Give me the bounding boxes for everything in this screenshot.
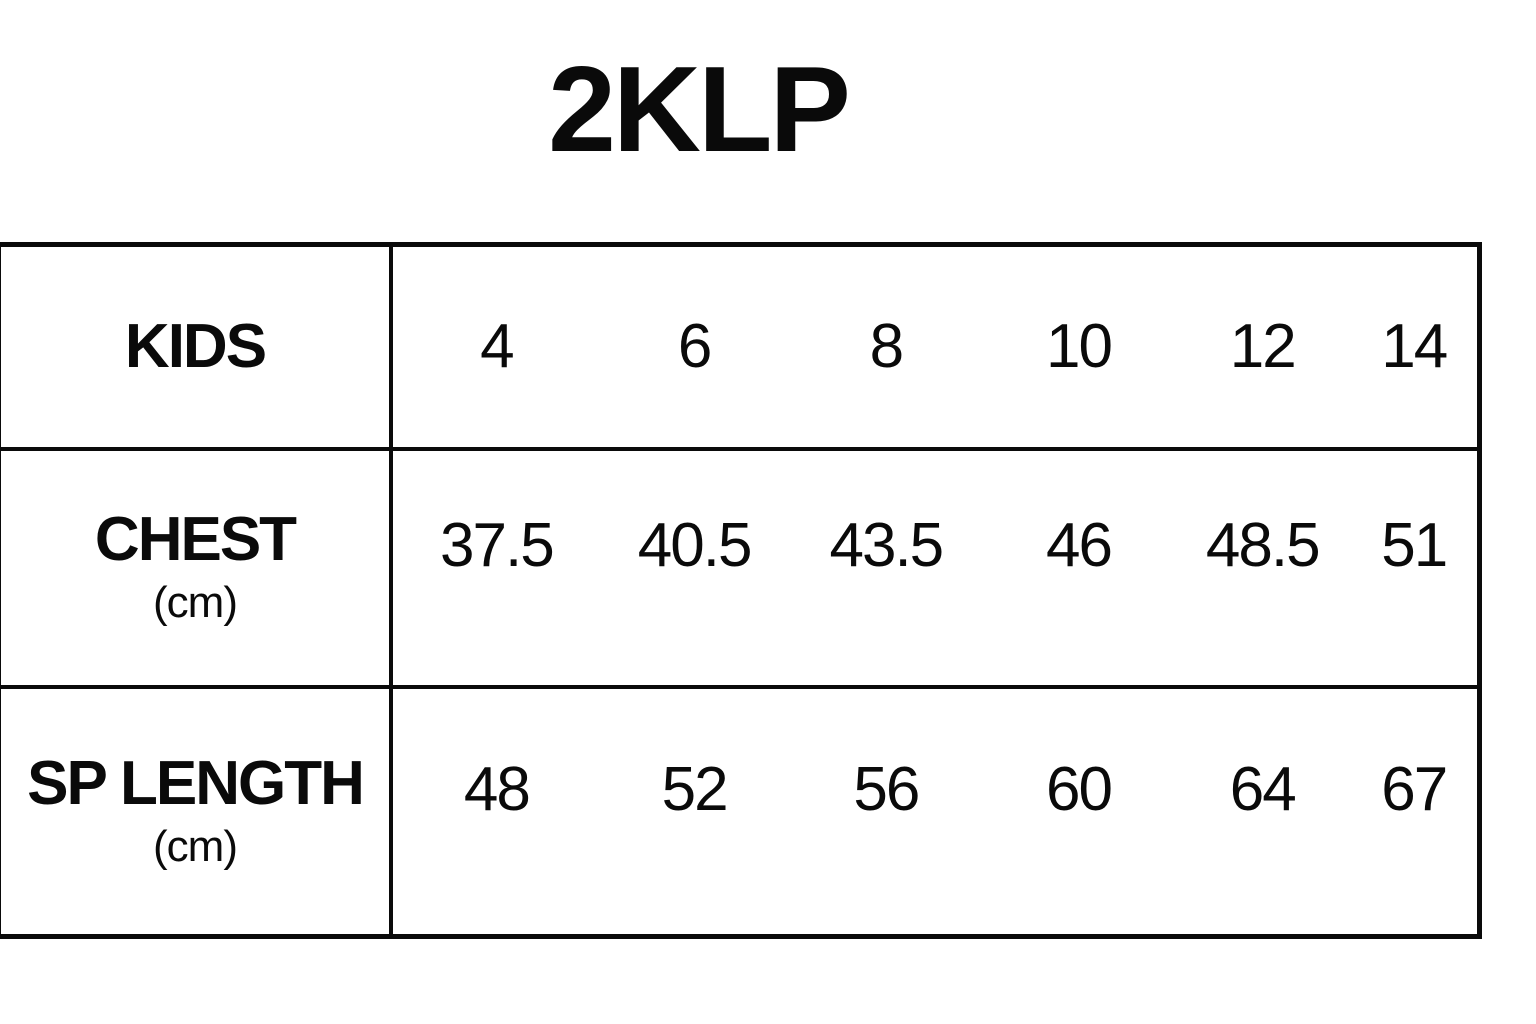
size-chart-table: KIDS 4 6 8 10 12 14 CHEST (cm) 37.5 40.5… (0, 242, 1482, 939)
row-label: KIDS (124, 312, 267, 382)
table-cell: 51 (1381, 511, 1448, 581)
table-cell: 43.5 (829, 511, 944, 581)
table-cell: 37.5 (440, 511, 555, 581)
table-cell: 48 (463, 754, 531, 824)
row-unit-label: (cm) (153, 821, 238, 871)
table-row-sp-length: SP LENGTH (cm) 48 52 56 60 64 67 (1, 684, 1477, 934)
table-cell: 56 (853, 754, 920, 824)
table-row-kids: KIDS 4 6 8 10 12 14 (1, 247, 1477, 447)
table-cell: 67 (1381, 754, 1448, 824)
table-cell: 10 (1046, 312, 1113, 382)
row-header-chest: CHEST (cm) (1, 450, 393, 685)
row-values-sp-length: 48 52 56 60 64 67 (393, 689, 1477, 934)
row-values-chest: 37.5 40.5 43.5 46 48.5 51 (393, 451, 1477, 685)
row-header-sp-length: SP LENGTH (cm) (1, 688, 393, 934)
page-title: 2KLP (548, 41, 851, 177)
table-cell: 64 (1229, 754, 1297, 824)
row-header-kids: KIDS (1, 247, 393, 447)
table-cell: 48.5 (1205, 511, 1321, 581)
table-cell: 14 (1381, 312, 1448, 382)
table-cell: 46 (1046, 511, 1113, 581)
table-cell: 52 (661, 754, 729, 824)
table-row-chest: CHEST (cm) 37.5 40.5 43.5 46 48.5 51 (1, 446, 1477, 685)
row-label: CHEST (94, 505, 297, 575)
table-cell: 40.5 (637, 511, 753, 581)
table-cell: 12 (1229, 312, 1297, 382)
table-cell: 6 (677, 312, 712, 382)
row-label: SP LENGTH (27, 748, 365, 818)
row-unit-label: (cm) (153, 578, 238, 628)
table-cell: 4 (480, 312, 514, 382)
table-cell: 60 (1046, 754, 1113, 824)
row-values-kids: 4 6 8 10 12 14 (393, 247, 1477, 447)
table-cell: 8 (869, 312, 904, 382)
